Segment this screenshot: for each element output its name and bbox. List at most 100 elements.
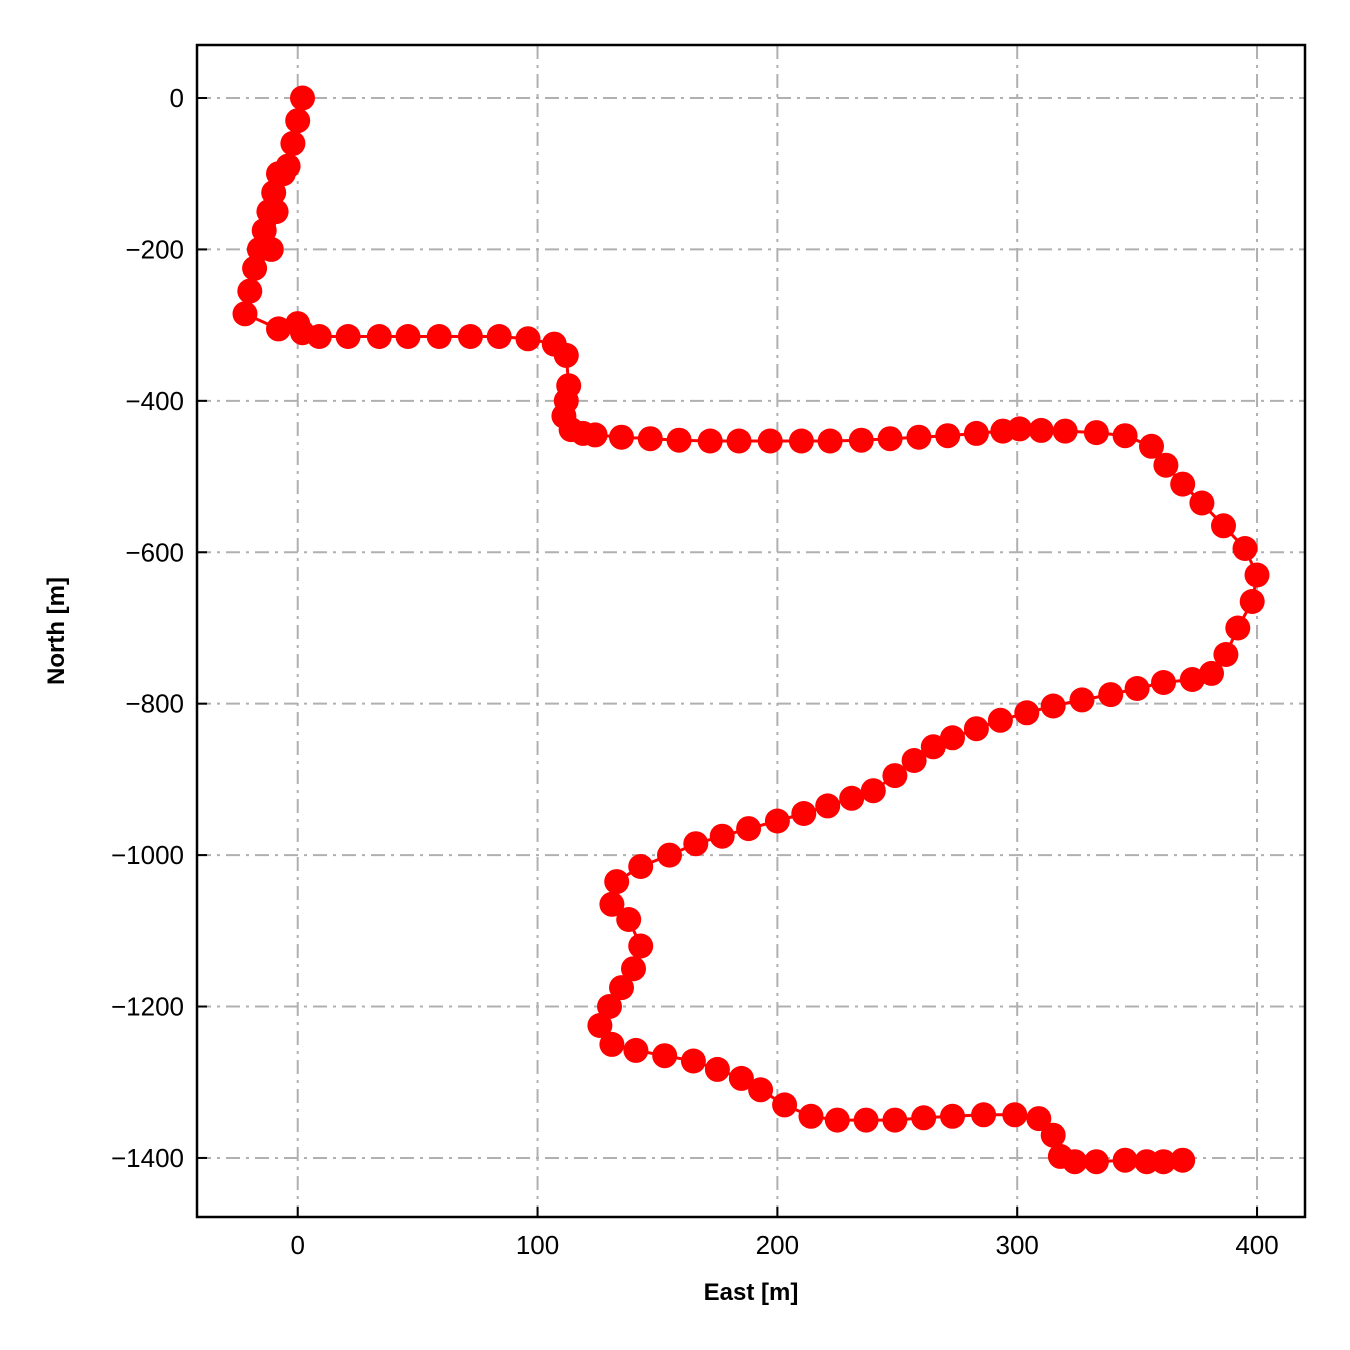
data-point <box>824 1107 850 1133</box>
data-point <box>609 424 634 450</box>
data-point <box>726 428 752 454</box>
data-point <box>791 801 817 826</box>
data-point <box>736 816 762 842</box>
data-point <box>935 423 961 449</box>
data-point <box>757 428 783 454</box>
data-point <box>901 748 927 773</box>
data-point <box>1014 700 1040 726</box>
y-tick-label: −1200 <box>111 992 184 1022</box>
data-point <box>709 823 735 849</box>
data-point <box>1124 676 1150 701</box>
data-point <box>1028 417 1054 443</box>
data-point <box>1244 562 1270 588</box>
grid-lines <box>197 45 1305 1217</box>
data-point <box>285 108 311 134</box>
data-point <box>798 1103 824 1129</box>
data-point <box>366 324 392 349</box>
data-point <box>1170 471 1196 497</box>
x-tick-label: 400 <box>1235 1230 1278 1260</box>
data-point <box>553 342 579 368</box>
data-point <box>515 326 541 352</box>
x-tick-label: 200 <box>756 1230 799 1260</box>
data-point <box>599 891 625 917</box>
data-point <box>1153 452 1179 478</box>
data-point <box>597 994 622 1019</box>
data-point <box>1098 682 1124 708</box>
data-point <box>395 324 421 349</box>
data-point <box>290 85 315 111</box>
data-point <box>306 324 332 349</box>
y-axis-label: North [m] <box>43 577 70 685</box>
data-point <box>1151 670 1176 695</box>
data-point <box>877 426 903 452</box>
data-point <box>772 1092 798 1118</box>
data-point <box>963 716 989 742</box>
data-point <box>1112 423 1138 449</box>
data-point <box>1189 490 1215 516</box>
data-point <box>848 427 874 453</box>
data-point <box>704 1056 730 1082</box>
data-point <box>609 975 634 1001</box>
data-point <box>266 316 291 342</box>
x-tick-label: 300 <box>996 1230 1039 1260</box>
data-point <box>232 301 258 327</box>
data-point <box>860 778 886 804</box>
y-tick-label: −400 <box>125 386 184 416</box>
data-point <box>280 130 306 156</box>
data-point <box>680 1048 706 1074</box>
data-point <box>266 161 291 187</box>
y-tick-label: −200 <box>125 234 184 264</box>
data-point <box>604 869 630 895</box>
data-point <box>748 1077 774 1103</box>
y-tick-label: 0 <box>170 83 184 113</box>
data-point <box>987 707 1013 733</box>
data-point <box>1139 433 1164 459</box>
data-point <box>1052 418 1078 444</box>
data-point <box>697 428 723 454</box>
data-point <box>788 428 814 454</box>
data-point <box>616 907 642 932</box>
data-point <box>1007 416 1033 442</box>
data-point <box>971 1102 997 1128</box>
data-point <box>815 793 841 819</box>
data-point <box>666 427 692 453</box>
data-point <box>599 1031 625 1057</box>
data-point <box>426 324 452 349</box>
data-point <box>1083 1149 1109 1175</box>
data-point <box>652 1043 678 1069</box>
data-point <box>920 734 946 760</box>
data-point <box>1151 1149 1176 1175</box>
data-point <box>657 842 682 868</box>
data-point <box>911 1105 937 1131</box>
data-point <box>251 218 277 243</box>
data-point <box>623 1037 649 1063</box>
data-point <box>1040 693 1066 719</box>
data-point <box>1179 667 1205 692</box>
data-point <box>1062 1149 1088 1175</box>
data-point <box>637 426 663 452</box>
data-point <box>728 1065 754 1091</box>
data-point <box>242 255 268 281</box>
data-point <box>1112 1147 1138 1173</box>
data-point <box>628 933 654 959</box>
data-point <box>1170 1147 1196 1173</box>
x-tick-label: 100 <box>516 1230 559 1260</box>
data-point <box>963 420 989 446</box>
data-point <box>882 763 908 789</box>
plot-border <box>195 43 1307 1219</box>
data-point <box>853 1107 879 1133</box>
data-point <box>1002 1102 1028 1128</box>
plot-frame <box>195 43 1307 1219</box>
data-point <box>628 854 654 879</box>
data-point <box>683 831 709 857</box>
data-point <box>486 324 512 349</box>
data-point <box>1199 660 1224 686</box>
data-point <box>1069 687 1095 713</box>
y-tick-label: −800 <box>125 689 184 719</box>
ticks: 0 100 200 300 400 0 −200 −400 −600 −800 −1000 −1200… <box>111 83 1279 1260</box>
data-point <box>906 424 932 450</box>
data-point <box>1211 513 1236 539</box>
data-point <box>335 324 361 349</box>
